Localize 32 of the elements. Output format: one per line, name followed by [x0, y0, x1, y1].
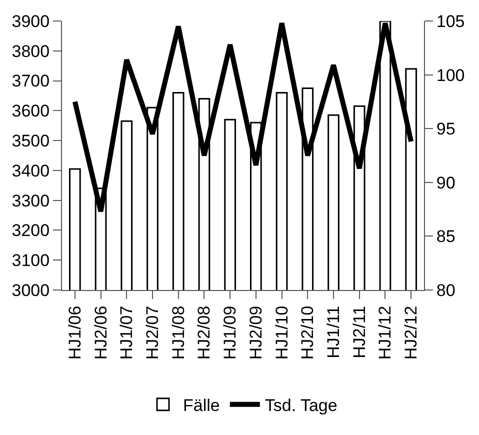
legend-label: Tsd. Tage	[264, 396, 338, 416]
y-tick-label: 3200	[12, 221, 50, 240]
x-tick-label: HJ1/07	[117, 306, 136, 360]
y-tick-label: 3500	[12, 132, 50, 151]
x-tick-label: HJ2/06	[91, 306, 110, 360]
y-tick-label: 3300	[12, 191, 50, 210]
x-tick-label: HJ2/12	[402, 306, 421, 360]
x-tick-label: HJ1/12	[376, 306, 395, 360]
y2-tick-label: 95	[436, 120, 456, 139]
y2-tick-label: 105	[436, 12, 465, 31]
x-tick-label: HJ1/06	[65, 306, 84, 360]
x-tick-label: HJ2/07	[143, 306, 162, 360]
y2-tick-label: 90	[436, 173, 456, 192]
y-tick-label: 3900	[12, 12, 50, 31]
x-tick-label: HJ2/08	[194, 306, 214, 360]
x-tick-label: HJ2/11	[350, 306, 369, 358]
y-tick-label: 3100	[12, 251, 50, 270]
x-tick-label: HJ1/10	[272, 306, 292, 360]
y2-tick-label: 100	[436, 66, 465, 85]
y-tick-label: 3600	[12, 102, 50, 121]
y-tick-label: 3400	[12, 161, 50, 180]
x-tick-label: HJ2/09	[246, 306, 266, 360]
x-tick-label: HJ1/11	[324, 306, 344, 358]
x-tick-label: HJ2/10	[298, 306, 318, 360]
legend-label: Fälle	[183, 396, 220, 416]
y-tick-label: 3700	[12, 72, 50, 91]
y2-tick-label: 80	[436, 280, 456, 300]
x-tick-label: HJ1/08	[168, 306, 188, 360]
y-tick-label: 3000	[12, 280, 50, 300]
y2-tick-label: 85	[436, 227, 456, 246]
x-tick-label: HJ1/09	[220, 306, 240, 360]
y-tick-label: 3800	[12, 42, 50, 61]
